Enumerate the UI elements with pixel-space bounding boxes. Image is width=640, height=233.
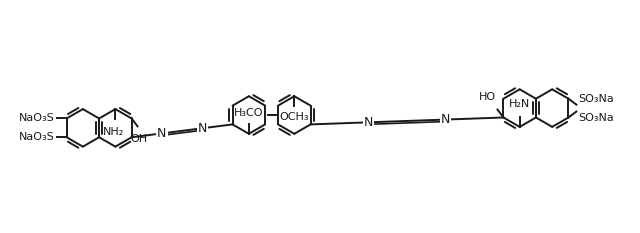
Text: N: N — [364, 116, 373, 129]
Text: NaO₃S: NaO₃S — [19, 132, 55, 142]
Text: N: N — [441, 113, 451, 126]
Text: NaO₃S: NaO₃S — [19, 113, 55, 123]
Text: HO: HO — [478, 92, 495, 102]
Text: SO₃Na: SO₃Na — [579, 94, 614, 104]
Text: H₃CO: H₃CO — [234, 108, 264, 118]
Text: H₂N: H₂N — [509, 99, 531, 109]
Text: SO₃Na: SO₃Na — [579, 113, 614, 123]
Text: OH: OH — [130, 134, 147, 144]
Text: N: N — [198, 122, 207, 135]
Text: N: N — [157, 127, 166, 140]
Text: OCH₃: OCH₃ — [280, 112, 309, 122]
Text: NH₂: NH₂ — [103, 127, 124, 137]
